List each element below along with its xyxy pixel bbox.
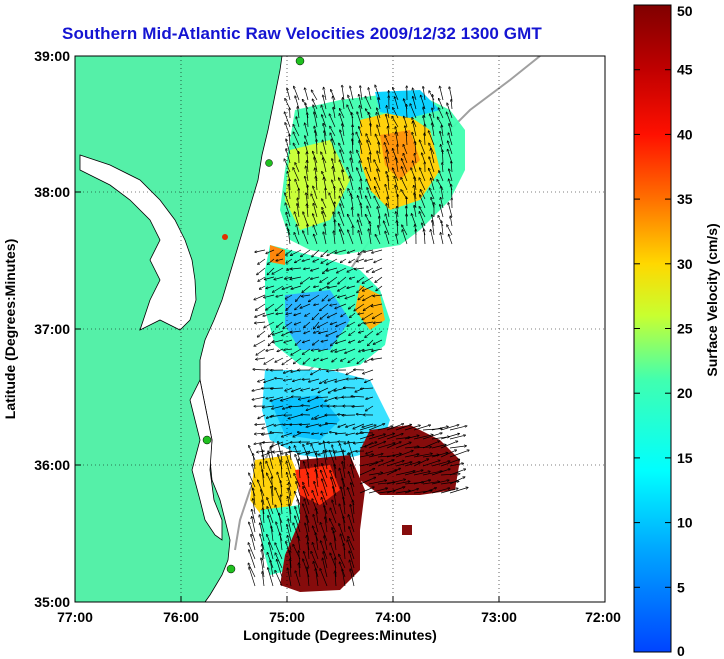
vector-arrows bbox=[248, 85, 469, 587]
x-tick-label: 75:00 bbox=[269, 609, 305, 625]
x-tick-label: 74:00 bbox=[375, 609, 411, 625]
colorbar-tick-label: 50 bbox=[677, 3, 693, 19]
station-marker bbox=[295, 56, 305, 66]
colorbar-tick-label: 40 bbox=[677, 126, 693, 142]
x-axis-label: Longitude (Degrees:Minutes) bbox=[243, 627, 437, 643]
colorbar-tick-label: 20 bbox=[677, 385, 693, 401]
station-marker bbox=[202, 435, 212, 445]
y-tick-label: 38:00 bbox=[34, 184, 70, 200]
colorbar-tick-label: 30 bbox=[677, 256, 693, 272]
colorbar-tick-label: 35 bbox=[677, 191, 693, 207]
grid-lines bbox=[75, 56, 605, 602]
colorbar-tick-label: 10 bbox=[677, 515, 693, 531]
colorbar-label: Surface Velocity (cm/s) bbox=[704, 223, 720, 376]
station-marker bbox=[265, 159, 273, 167]
y-axis-label: Latitude (Degrees:Minutes) bbox=[2, 239, 18, 419]
plot-title: Southern Mid-Atlantic Raw Velocities 200… bbox=[62, 24, 542, 43]
station-marker bbox=[222, 234, 228, 240]
sound-water bbox=[189, 378, 223, 541]
colorbar-tick-label: 0 bbox=[677, 643, 685, 659]
colorbar-tick-label: 25 bbox=[677, 321, 693, 337]
x-tick-label: 73:00 bbox=[481, 609, 517, 625]
y-tick-label: 37:00 bbox=[34, 321, 70, 337]
station-marker bbox=[226, 564, 236, 574]
bay-water bbox=[79, 154, 197, 331]
colorbar-tick-label: 45 bbox=[677, 62, 693, 78]
x-tick-label: 72:00 bbox=[585, 609, 621, 625]
x-tick-label: 76:00 bbox=[163, 609, 199, 625]
y-tick-label: 35:00 bbox=[34, 594, 70, 610]
colorbar-tick-label: 15 bbox=[677, 450, 693, 466]
colorbar-tick-label: 5 bbox=[677, 579, 685, 595]
x-tick-label: 77:00 bbox=[57, 609, 93, 625]
y-tick-label: 39:00 bbox=[34, 48, 70, 64]
y-tick-label: 36:00 bbox=[34, 457, 70, 473]
